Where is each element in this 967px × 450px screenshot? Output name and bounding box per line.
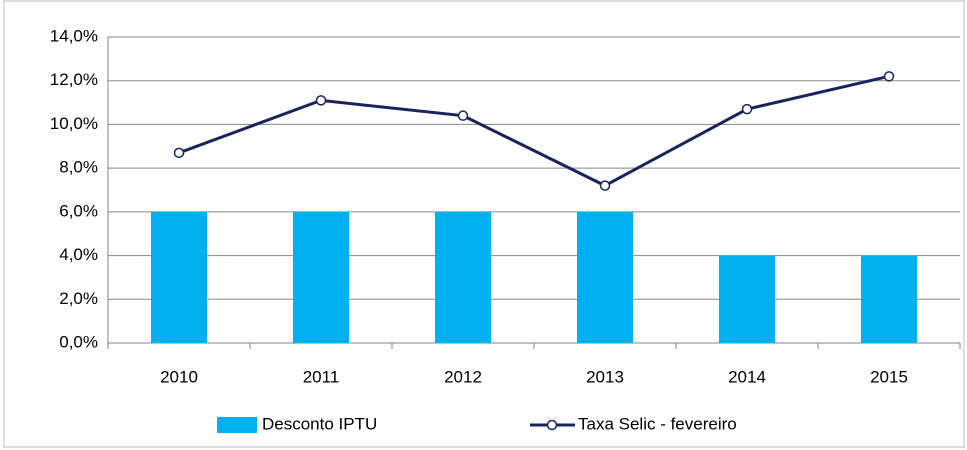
y-tick-label: 0,0% bbox=[59, 332, 98, 351]
line-marker bbox=[599, 180, 611, 191]
x-tick-label: 2013 bbox=[586, 367, 624, 386]
x-tick-label: 2014 bbox=[728, 367, 766, 386]
y-tick-label: 6,0% bbox=[59, 201, 98, 220]
legend-swatch bbox=[217, 417, 257, 433]
y-tick-label: 8,0% bbox=[59, 158, 98, 177]
line-marker bbox=[741, 103, 753, 115]
legend-label: Taxa Selic - fevereiro bbox=[578, 414, 737, 433]
legend-label: Desconto IPTU bbox=[262, 414, 377, 433]
bar bbox=[577, 211, 633, 343]
bar bbox=[435, 211, 491, 343]
y-tick-label: 12,0% bbox=[50, 70, 98, 89]
bar bbox=[151, 211, 207, 343]
x-tick-label: 2011 bbox=[303, 367, 340, 386]
x-tick-label: 2015 bbox=[870, 367, 908, 386]
line-marker bbox=[173, 147, 185, 159]
x-tick-label: 2010 bbox=[160, 367, 198, 386]
legend-marker bbox=[546, 419, 558, 431]
line-marker bbox=[457, 110, 469, 121]
y-tick-label: 2,0% bbox=[59, 289, 98, 308]
y-tick-label: 14,0% bbox=[50, 26, 98, 45]
y-tick-label: 10,0% bbox=[50, 114, 98, 133]
bar bbox=[861, 255, 917, 343]
bar bbox=[293, 211, 349, 343]
x-tick-label: 2012 bbox=[444, 367, 482, 386]
bar bbox=[719, 255, 775, 343]
line-marker bbox=[883, 71, 895, 82]
line bbox=[178, 74, 890, 188]
line-marker bbox=[315, 95, 327, 106]
y-tick-label: 4,0% bbox=[59, 245, 98, 264]
